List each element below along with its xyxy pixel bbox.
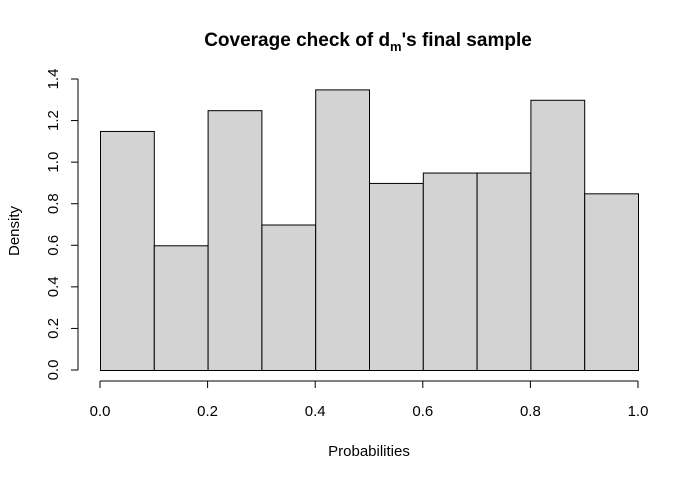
- histogram-bar: [207, 110, 263, 372]
- histogram-bar: [422, 172, 478, 371]
- histogram-bar: [369, 182, 424, 371]
- chart-title: Coverage check of dm's final sample: [204, 30, 532, 54]
- histogram-bar: [261, 224, 317, 371]
- y-tick-label: 0.6: [45, 235, 62, 256]
- histogram-bar: [153, 245, 209, 372]
- x-tick-label: 0.0: [90, 403, 111, 420]
- x-tick-label: 0.8: [520, 403, 541, 420]
- chart-title-subscript: m: [390, 39, 402, 54]
- x-axis-label: Probabilities: [328, 443, 410, 460]
- y-tick-label: 1.4: [45, 69, 62, 90]
- y-tick-label: 1.2: [45, 110, 62, 131]
- x-axis: 0.0 0.2 0.4 0.6 0.8 1.0: [90, 380, 649, 420]
- x-tick-label: 1.0: [628, 403, 649, 420]
- x-tick-label: 0.6: [412, 403, 433, 420]
- histogram-bar: [584, 193, 640, 371]
- chart-title-tail: 's final sample: [402, 30, 532, 51]
- x-tick-label: 0.2: [197, 403, 218, 420]
- histogram-bar: [100, 130, 155, 371]
- y-axis-label: Density: [6, 205, 23, 256]
- bars-layer: [100, 89, 640, 372]
- y-tick-label: 1.0: [45, 152, 62, 173]
- x-tick-label: 0.4: [305, 403, 326, 420]
- y-axis: 0.0 0.2 0.4 0.6 0.8 1.0 1.2 1.4: [45, 69, 79, 381]
- y-tick-label: 0.2: [45, 318, 62, 339]
- histogram-bar: [476, 172, 532, 371]
- chart-title-main: Coverage check of d: [204, 30, 390, 51]
- y-tick-label: 0.8: [45, 193, 62, 214]
- y-tick-label: 0.0: [45, 360, 62, 381]
- histogram-bar: [315, 89, 371, 372]
- y-tick-label: 0.4: [45, 276, 62, 297]
- histogram-bar: [530, 99, 586, 372]
